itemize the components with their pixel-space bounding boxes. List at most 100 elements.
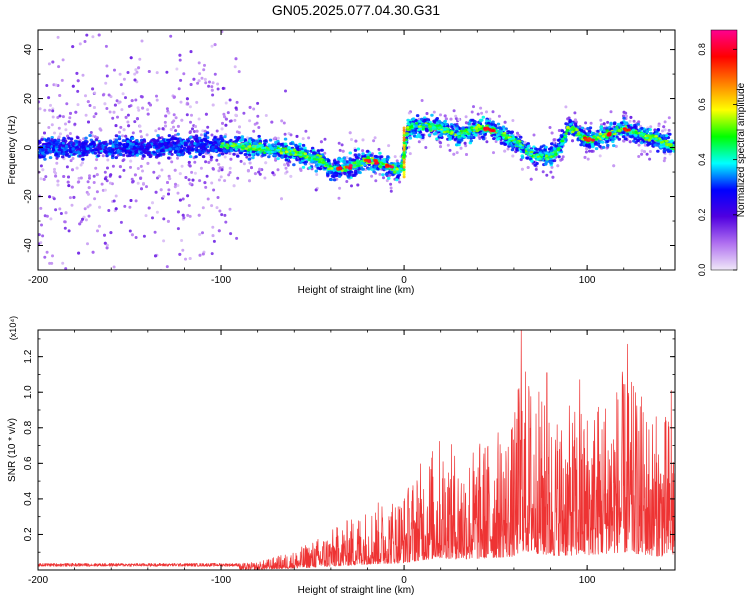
spectrogram-cell: [48, 139, 52, 143]
spectrogram-cell: [643, 143, 647, 147]
spectrogram-cell: [319, 140, 323, 144]
spectrogram-cell: [77, 180, 81, 184]
spectrogram-cell: [586, 132, 591, 136]
spectrogram-cell: [251, 156, 255, 160]
spectrogram-cell: [199, 166, 203, 170]
spectrogram-cell: [111, 154, 115, 158]
spectrogram-cell: [361, 152, 365, 156]
spectrogram-cell: [210, 204, 214, 208]
spectrogram-cell: [154, 190, 158, 194]
spectrogram-cell: [167, 156, 171, 160]
spectrogram-cell: [133, 120, 137, 124]
spectrogram-cell: [228, 119, 232, 123]
spectrogram-cell: [157, 161, 161, 165]
spectrogram-cell: [361, 138, 365, 142]
spectrogram-cell: [121, 153, 126, 157]
spectrogram-cell: [134, 98, 138, 102]
spectrogram-cell: [450, 125, 454, 129]
spectrogram-cell: [196, 81, 200, 85]
spectrogram-cell: [221, 86, 225, 90]
spectrogram-cell: [180, 118, 184, 122]
spectrogram-cell: [119, 83, 123, 87]
spectrogram-cell: [224, 220, 228, 224]
spectrogram-cell: [369, 165, 374, 169]
spectrogram-cell: [523, 140, 527, 144]
spectrogram-cell: [472, 105, 475, 109]
spectrogram-cell: [312, 151, 316, 155]
spectrogram-cell: [316, 166, 320, 170]
spectrogram-cell: [53, 167, 56, 171]
spectrogram-cell: [590, 149, 594, 153]
spectrogram-cell: [186, 194, 190, 198]
spectrogram-cell: [350, 184, 353, 188]
spectrogram-cell: [194, 155, 198, 159]
spectrogram-cell: [274, 140, 278, 144]
spectrogram-cell: [258, 167, 262, 171]
spectrogram-cell: [197, 149, 202, 153]
spectrogram-cell: [64, 128, 68, 132]
spectrogram-cell: [412, 131, 416, 135]
spectrogram-cell: [162, 195, 166, 198]
spectrogram-cell: [594, 147, 599, 151]
spectrogram-cell: [235, 130, 239, 134]
spectrogram-cell: [568, 120, 572, 124]
spectrogram-cell: [395, 178, 399, 182]
spectrogram-cell: [567, 116, 571, 120]
spectrogram-cell: [186, 213, 190, 217]
spectrogram-cell: [123, 204, 127, 208]
spectrogram-cell: [215, 206, 219, 210]
spectrogram-cell: [203, 181, 207, 185]
spectrogram-cell: [470, 110, 474, 114]
spectrogram-cell: [93, 197, 97, 201]
spectrogram-cell: [198, 136, 202, 140]
spectrogram-cell: [530, 159, 534, 163]
spectrogram-cell: [223, 213, 227, 217]
spectrogram-cell: [596, 129, 600, 133]
spectrogram-cell: [117, 135, 121, 139]
spectrogram-cell: [177, 143, 181, 147]
spectrogram-cell: [81, 151, 85, 155]
spectrogram-cell: [219, 134, 223, 138]
spectrogram-cell: [67, 184, 71, 188]
spectrogram-cell: [609, 110, 613, 114]
spectrogram-cell: [389, 189, 393, 193]
spectrogram-cells: [38, 19, 675, 270]
spectrogram-cell: [188, 131, 192, 134]
spectrogram-cell: [637, 120, 641, 124]
spectrogram-cell: [213, 43, 217, 47]
spectrogram-cell: [161, 138, 166, 142]
spectrogram-cell: [532, 133, 536, 137]
spectrogram-cell: [280, 197, 283, 201]
spectrogram-cell: [348, 131, 352, 135]
spectrogram-cell: [599, 118, 603, 122]
spectrogram-cell: [92, 181, 96, 184]
spectrogram-cell: [233, 135, 238, 139]
spectrogram-cell: [640, 126, 644, 130]
spectrogram-cell: [171, 25, 174, 28]
spectrogram-cell: [118, 146, 122, 150]
spectrogram-cell: [621, 135, 626, 139]
spectrogram-cell: [91, 250, 95, 254]
spectrogram-cell: [248, 119, 252, 123]
spectrogram-cell: [101, 141, 106, 145]
spectrogram-cell: [57, 65, 61, 69]
spectrogram-cell: [176, 184, 180, 187]
spectrogram-cell: [217, 153, 221, 157]
spectrogram-cell: [356, 147, 361, 151]
spectrogram-cell: [84, 218, 88, 222]
spectrogram-cell: [185, 113, 189, 117]
spectrogram-cell: [81, 19, 84, 22]
spectrogram-cell: [134, 236, 138, 239]
spectrogram-cell: [407, 111, 411, 115]
spectrogram-cell: [88, 176, 91, 180]
spectrogram-cell: [200, 76, 204, 80]
spectrogram-cell: [126, 113, 130, 117]
spectrogram-cell: [169, 127, 173, 131]
spectrogram-cell: [89, 131, 93, 134]
spectrogram-cell: [434, 118, 438, 122]
spectrogram-cell: [420, 99, 424, 102]
spectrogram-cell: [100, 182, 104, 186]
spectrogram-cell: [263, 176, 267, 180]
spectrogram-cell: [476, 112, 480, 116]
spectrogram-cell: [84, 136, 88, 140]
